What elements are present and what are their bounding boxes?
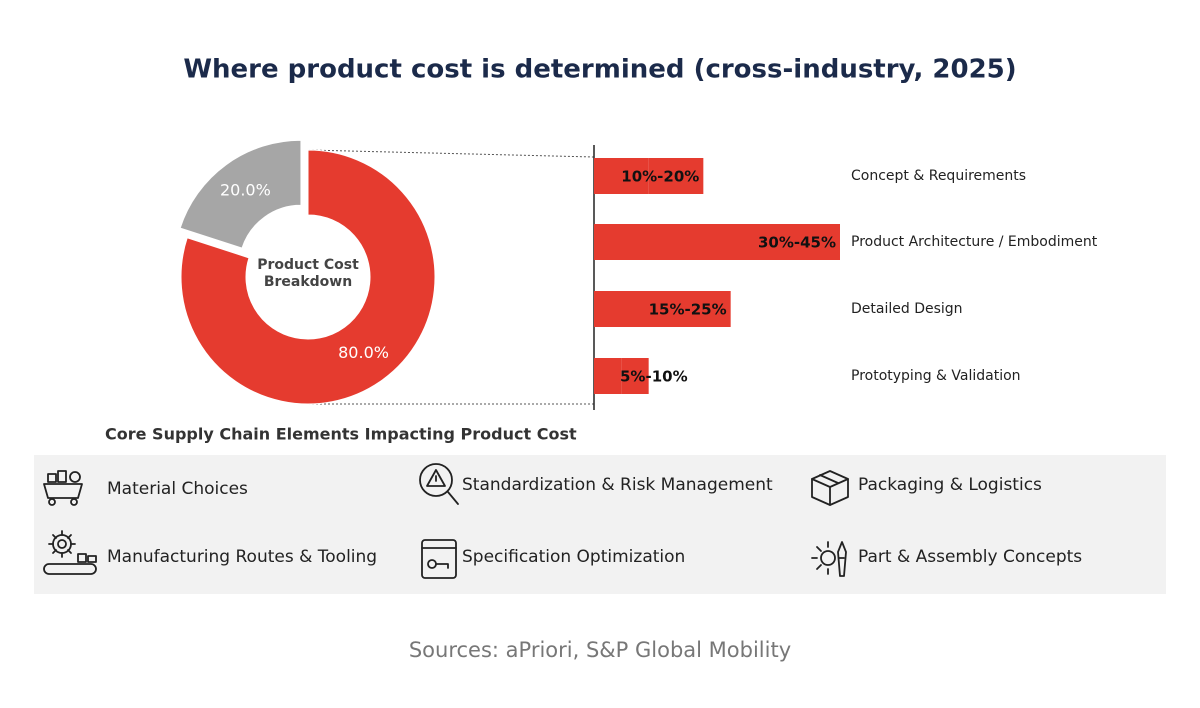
supply-item: Part & Assembly Concepts — [858, 547, 1082, 567]
pie-slice — [179, 139, 302, 249]
chart-title: Where product cost is determined (cross-… — [183, 55, 1016, 85]
supply-item: Material Choices — [107, 479, 248, 499]
slice-label: 20.0% — [220, 180, 271, 199]
bar-label: 30%-45% — [758, 234, 836, 252]
category-label: Prototyping & Validation — [851, 368, 1021, 384]
bar-range — [676, 291, 731, 327]
section-title: Core Supply Chain Elements Impacting Pro… — [105, 425, 577, 444]
pie-slice — [180, 149, 436, 405]
icon — [43, 530, 97, 575]
supply-item: Packaging & Logistics — [858, 475, 1042, 495]
icon — [811, 470, 849, 506]
bar-base — [594, 358, 622, 394]
center-label: Product Cost Breakdown — [257, 257, 359, 290]
panel — [34, 455, 1166, 594]
supply-item: Manufacturing Routes & Tooling — [107, 547, 377, 567]
source: Sources: aPriori, S&P Global Mobility — [409, 638, 791, 662]
icon — [421, 539, 457, 579]
icon — [419, 463, 459, 505]
category-label: Product Architecture / Embodiment — [851, 234, 1098, 250]
bar-base — [594, 291, 676, 327]
bar-range — [758, 224, 840, 260]
bar-label: 5%-10% — [620, 368, 688, 386]
icon — [811, 541, 847, 577]
supply-item: Specification Optimization — [462, 547, 685, 567]
bar-label: 10%-20% — [621, 168, 699, 186]
icon — [43, 470, 83, 506]
bar-label: 15%-25% — [649, 301, 727, 319]
category-label: Detailed Design — [851, 301, 963, 317]
bar-range — [621, 358, 649, 394]
supply-item: Standardization & Risk Management — [462, 475, 773, 495]
category-label: Concept & Requirements — [851, 168, 1026, 184]
bar-base — [594, 224, 758, 260]
slice-label: 80.0% — [338, 343, 389, 362]
connector — [307, 149, 595, 158]
bar-range — [648, 158, 704, 194]
bar-base — [594, 158, 649, 194]
